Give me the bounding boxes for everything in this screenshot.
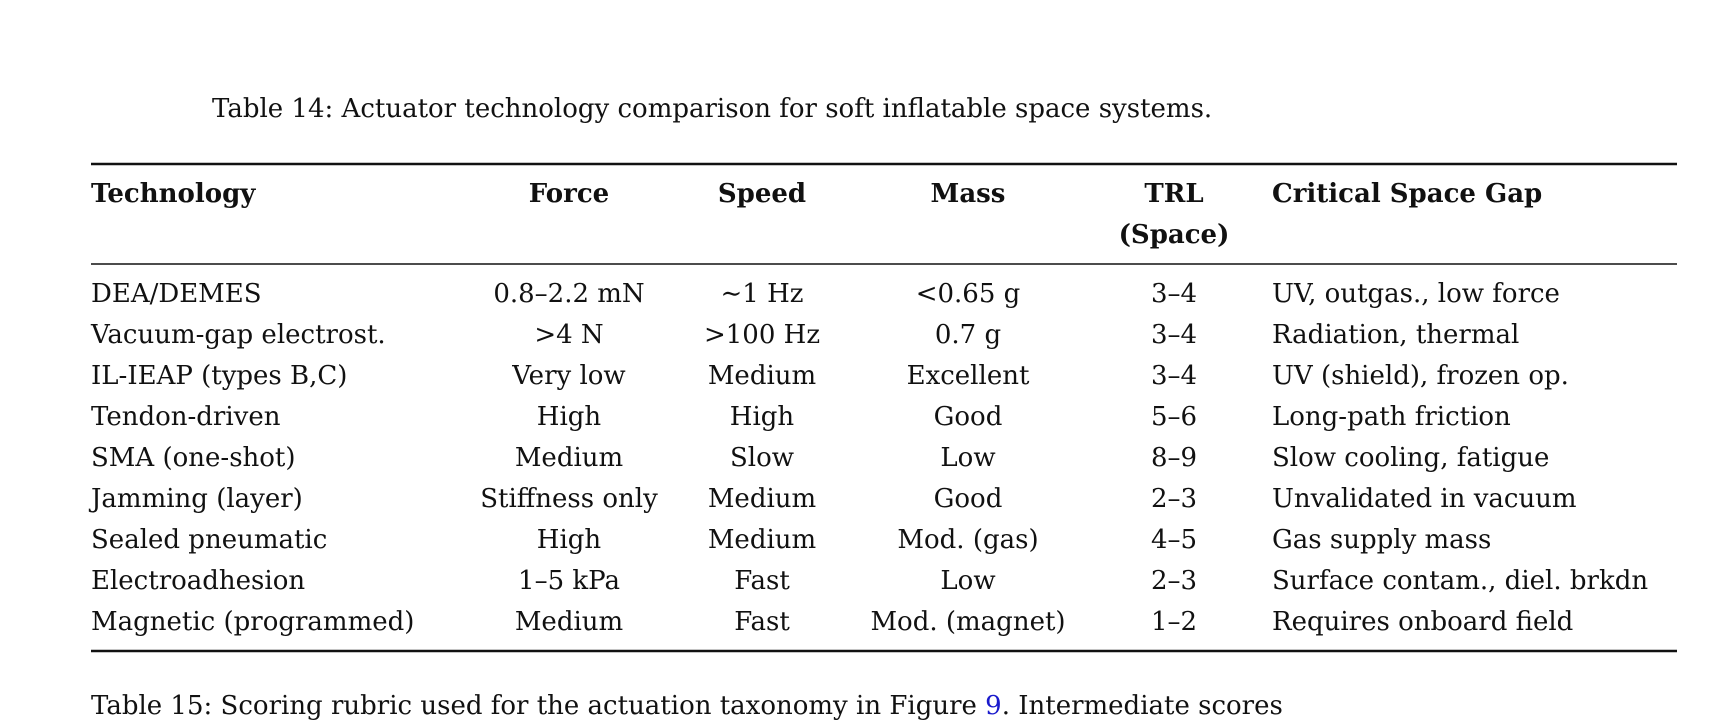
table-cell: Surface contam., diel. brkdn: [1272, 566, 1648, 596]
table-cell: Jamming (layer): [88, 484, 303, 514]
table-cell: Slow: [730, 443, 794, 473]
table-cell: 8–9: [1151, 443, 1197, 473]
table-cell: Very low: [511, 361, 625, 391]
table-cell: DEA/DEMES: [91, 279, 262, 309]
table-cell: Long-path friction: [1272, 402, 1511, 432]
header-cell: TRL: [1144, 179, 1203, 209]
table-cell: UV, outgas., low force: [1272, 279, 1560, 309]
table-cell: Fast: [734, 607, 790, 637]
table-cell: Unvalidated in vacuum: [1272, 484, 1577, 514]
table-cell: Requires onboard field: [1272, 607, 1573, 637]
table-cell: 0.7 g: [935, 320, 1001, 350]
table-cell: Medium: [708, 361, 816, 391]
table-cell: 1–5 kPa: [518, 566, 620, 596]
figure-link[interactable]: 9: [985, 691, 1002, 721]
table-cell: High: [537, 525, 602, 555]
table-cell: Sealed pneumatic: [91, 525, 327, 555]
table-cell: Low: [940, 566, 995, 596]
table-cell: >100 Hz: [704, 320, 820, 350]
header-cell: Technology: [91, 179, 256, 209]
next-caption: Table 15: Scoring rubric used for the ac…: [91, 691, 1283, 721]
table-cell: IL-IEAP (types B,C): [91, 361, 347, 391]
table-cell: <0.65 g: [916, 279, 1021, 309]
table-cell: 3–4: [1151, 279, 1197, 309]
table-cell: High: [537, 402, 602, 432]
table-cell: 5–6: [1151, 402, 1197, 432]
table-cell: 3–4: [1151, 361, 1197, 391]
header-cell: Critical Space Gap: [1272, 179, 1542, 209]
table-cell: 2–3: [1151, 566, 1197, 596]
table-cell: Low: [940, 443, 995, 473]
table-cell: Excellent: [907, 361, 1030, 391]
table-cell: >4 N: [534, 320, 603, 350]
table-cell: Medium: [515, 607, 623, 637]
table-cell: Gas supply mass: [1272, 525, 1491, 555]
caption-text: . Intermediate scores: [1002, 691, 1283, 721]
caption-text: Table 15: Scoring rubric used for the ac…: [91, 691, 985, 721]
table-cell: Medium: [708, 525, 816, 555]
header-cell: Mass: [931, 179, 1006, 209]
table-cell: Stiffness only: [480, 484, 658, 514]
table-cell: Radiation, thermal: [1272, 320, 1519, 350]
table-cell: Medium: [515, 443, 623, 473]
header-cell: Speed: [718, 179, 806, 209]
header-cell: (Space): [1119, 220, 1230, 250]
header-cell: Force: [529, 179, 609, 209]
table-cell: SMA (one-shot): [91, 443, 296, 473]
table-cell: Magnetic (programmed): [91, 607, 414, 637]
table-cell: Electroadhesion: [91, 566, 305, 596]
table-cell: Fast: [734, 566, 790, 596]
table-cell: 3–4: [1151, 320, 1197, 350]
table-cell: ∼1 Hz: [721, 279, 804, 309]
table-cell: UV (shield), frozen op.: [1272, 361, 1569, 391]
table-cell: 0.8–2.2 mN: [493, 279, 644, 309]
table-cell: Mod. (gas): [897, 525, 1038, 555]
table-cell: Good: [934, 402, 1003, 432]
table-cell: Slow cooling, fatigue: [1272, 443, 1549, 473]
table-cell: Vacuum-gap electrost.: [90, 320, 386, 350]
table-cell: Tendon-driven: [91, 402, 281, 432]
table-caption: Table 14: Actuator technology comparison…: [212, 94, 1212, 124]
table-cell: 2–3: [1151, 484, 1197, 514]
table-cell: 4–5: [1151, 525, 1197, 555]
table-cell: Mod. (magnet): [870, 607, 1065, 637]
table-cell: High: [730, 402, 795, 432]
table-cell: Medium: [708, 484, 816, 514]
table-cell: 1–2: [1151, 607, 1197, 637]
table-cell: Good: [934, 484, 1003, 514]
